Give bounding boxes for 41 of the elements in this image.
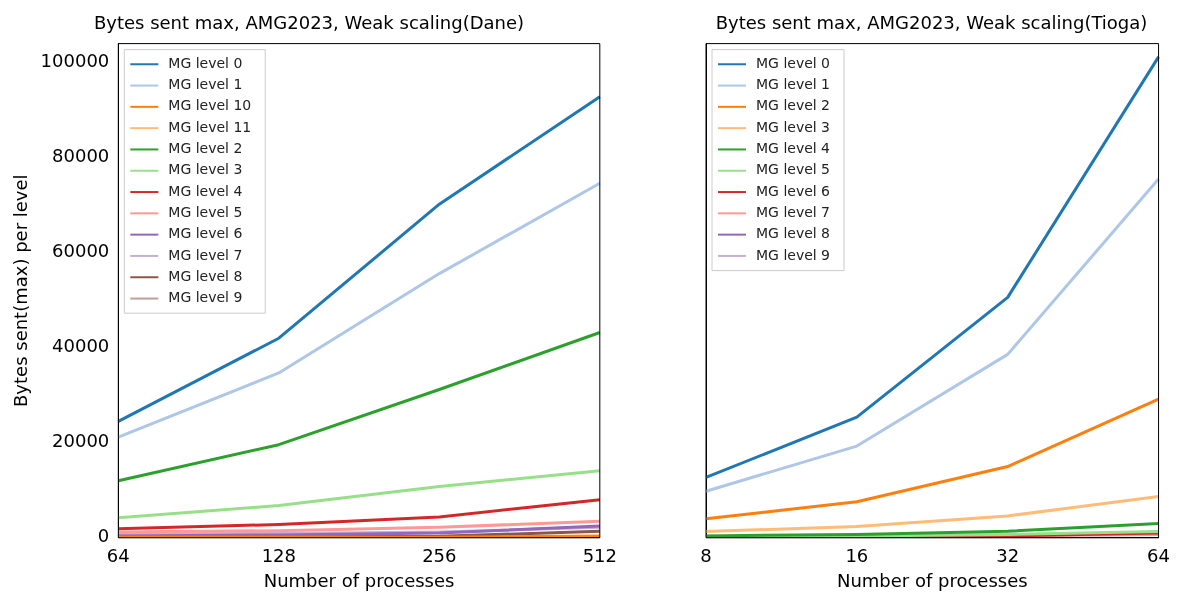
legend-label: MG level 10 <box>168 97 252 114</box>
legend-label: MG level 8 <box>756 225 831 242</box>
legend-label: MG level 1 <box>168 76 243 93</box>
legend-label: MG level 11 <box>168 118 252 135</box>
x-tick-label: 64 <box>106 545 130 567</box>
y-tick-label: 0 <box>97 525 110 547</box>
legend-label: MG level 6 <box>168 225 243 242</box>
legend-label: MG level 3 <box>168 161 243 178</box>
x-tick-label: 32 <box>996 545 1020 567</box>
legend-label: MG level 3 <box>756 118 831 135</box>
legend-label: MG level 7 <box>756 203 831 220</box>
legend-label: MG level 9 <box>168 289 243 306</box>
x-tick-label: 64 <box>1147 545 1170 567</box>
legend-label: MG level 2 <box>756 97 831 114</box>
x-tick-label: 512 <box>582 545 617 567</box>
x-tick-label: 8 <box>700 545 712 567</box>
y-axis-title: Bytes sent(max) per level <box>10 174 32 407</box>
y-tick-label: 60000 <box>52 240 110 262</box>
legend-label: MG level 8 <box>168 267 243 284</box>
y-tick-label: 80000 <box>52 145 110 167</box>
chart-title: Bytes sent max, AMG2023, Weak scaling(Tioga) <box>715 12 1148 34</box>
legend-label: MG level 9 <box>756 246 831 263</box>
legend-label: MG level 6 <box>756 182 831 199</box>
x-axis-title: Number of processes <box>836 569 1028 591</box>
legend-label: MG level 4 <box>168 182 243 199</box>
legend-label: MG level 0 <box>168 54 243 71</box>
y-tick-label: 100000 <box>40 50 110 72</box>
x-tick-label: 256 <box>422 545 457 567</box>
legend-label: MG level 0 <box>756 54 831 71</box>
legend-label: MG level 2 <box>168 140 243 157</box>
legend-label: MG level 5 <box>168 203 243 220</box>
legend-label: MG level 5 <box>756 161 831 178</box>
y-tick-label: 40000 <box>52 335 110 357</box>
y-tick-label: 20000 <box>52 430 110 452</box>
x-axis-title: Number of processes <box>263 569 455 591</box>
x-tick-label: 128 <box>261 545 296 567</box>
chart-title: Bytes sent max, AMG2023, Weak scaling(Dane) <box>93 12 525 34</box>
legend-label: MG level 7 <box>168 246 243 263</box>
legend-label: MG level 4 <box>756 140 831 157</box>
x-tick-label: 16 <box>845 545 869 567</box>
legend-label: MG level 1 <box>756 76 831 93</box>
